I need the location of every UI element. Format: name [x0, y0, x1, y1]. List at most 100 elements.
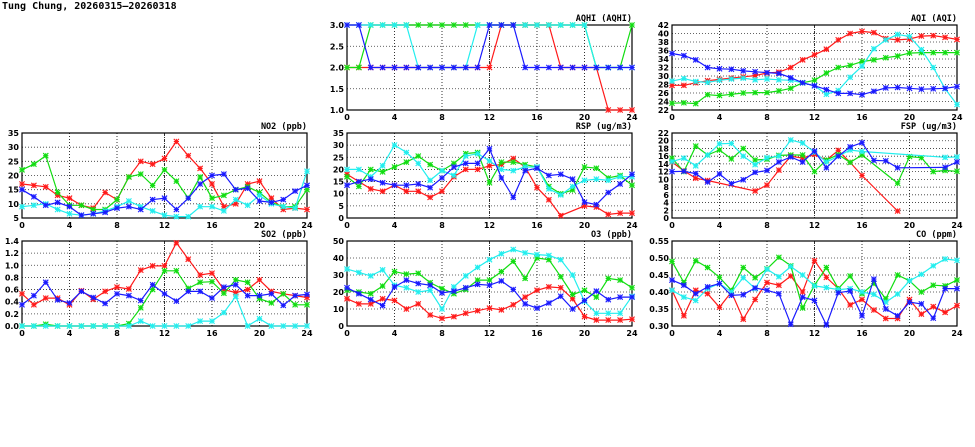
series-blue — [669, 50, 960, 98]
data-point — [66, 203, 73, 210]
data-point — [557, 293, 564, 300]
data-point — [775, 254, 782, 261]
data-point — [268, 195, 275, 202]
data-point — [835, 87, 842, 94]
data-point — [498, 22, 505, 28]
data-point — [197, 173, 204, 180]
data-point — [486, 256, 493, 263]
data-point — [859, 91, 865, 98]
y-tick-label: 0.6 — [5, 286, 20, 295]
data-point — [680, 82, 687, 89]
data-point — [292, 188, 299, 195]
data-point — [534, 255, 540, 261]
x-tick-label: 16 — [856, 221, 868, 230]
data-point — [704, 91, 711, 98]
data-point — [30, 301, 37, 308]
data-point — [474, 307, 481, 314]
data-point — [906, 153, 913, 160]
data-point — [510, 22, 517, 28]
data-point — [557, 212, 564, 219]
data-point — [823, 91, 830, 98]
data-point — [835, 36, 842, 43]
data-point — [617, 210, 624, 217]
data-point — [669, 287, 675, 294]
data-point — [740, 316, 747, 323]
data-point — [545, 300, 552, 307]
x-tick-label: 12 — [484, 113, 495, 122]
data-point — [474, 166, 481, 173]
y-tick-label: 0.55 — [649, 237, 669, 246]
data-point — [498, 166, 505, 173]
data-point — [669, 100, 675, 107]
x-tick-label: 20 — [579, 329, 591, 338]
data-point — [344, 182, 350, 189]
data-point — [54, 206, 61, 213]
data-point — [522, 249, 529, 256]
data-point — [522, 22, 529, 28]
data-point — [716, 304, 723, 311]
data-point — [870, 56, 877, 63]
data-point — [752, 284, 759, 291]
data-point — [728, 289, 735, 295]
chart-title: CO (ppm) — [916, 230, 957, 240]
data-point — [894, 291, 901, 298]
data-point — [894, 312, 901, 319]
y-tick-label: 10 — [658, 175, 670, 184]
data-point — [704, 79, 711, 86]
data-point — [344, 22, 350, 28]
data-point — [581, 313, 588, 320]
data-point — [716, 140, 723, 147]
y-tick-label: 4 — [663, 199, 669, 208]
data-point — [54, 192, 61, 199]
data-point — [704, 64, 711, 71]
data-point — [764, 287, 770, 294]
data-point — [569, 272, 576, 278]
data-point — [185, 256, 192, 263]
data-point — [149, 286, 156, 293]
data-point — [569, 64, 576, 71]
data-point — [764, 182, 770, 189]
data-point — [882, 299, 889, 306]
data-point — [930, 168, 937, 175]
data-point — [19, 290, 25, 297]
data-point — [617, 294, 624, 301]
y-tick-label: 0.40 — [649, 288, 669, 297]
data-point — [197, 288, 204, 295]
x-tick-label: 24 — [626, 221, 638, 230]
data-point — [137, 203, 144, 210]
data-point — [510, 286, 517, 293]
data-point — [102, 189, 109, 196]
data-point — [534, 305, 540, 312]
data-point — [427, 311, 434, 318]
data-point — [66, 210, 73, 217]
x-tick-label: 12 — [809, 113, 820, 122]
data-point — [415, 188, 422, 195]
data-point — [220, 290, 227, 297]
data-point — [692, 56, 699, 63]
data-point — [522, 164, 529, 170]
data-point — [811, 282, 818, 289]
data-point — [367, 290, 374, 297]
data-point — [462, 166, 469, 173]
y-tick-label: 15 — [8, 186, 20, 195]
data-point — [125, 198, 132, 204]
x-tick-label: 20 — [254, 329, 266, 338]
series-red — [344, 283, 635, 324]
data-point — [439, 167, 445, 174]
y-tick-label: 50 — [333, 237, 345, 246]
data-point — [593, 310, 600, 317]
series-blue — [344, 145, 635, 208]
data-point — [498, 277, 505, 284]
data-point — [19, 186, 25, 193]
data-point — [244, 323, 251, 329]
chart-title: FSP (ug/m3) — [901, 122, 957, 132]
data-point — [474, 281, 481, 288]
data-point — [617, 181, 624, 187]
data-point — [403, 182, 410, 189]
data-point — [344, 166, 350, 173]
data-point — [90, 294, 97, 301]
data-point — [149, 323, 156, 329]
chart-aqhi: 1.0 1.5 2.0 2.5 3.0 0 4 8 12 16 20 24 AQHI (AQHI) — [330, 14, 638, 122]
data-point — [137, 318, 144, 325]
data-point — [954, 285, 960, 292]
